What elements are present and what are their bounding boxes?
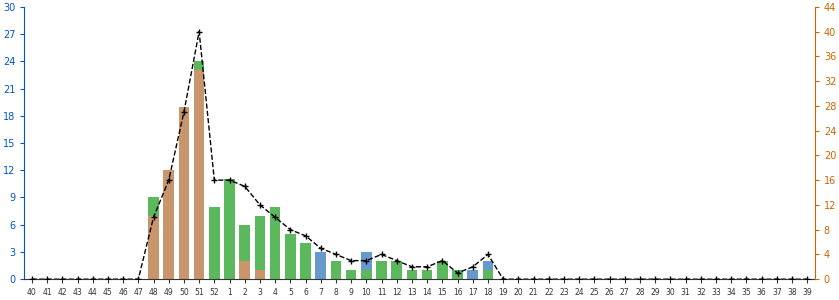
Bar: [361, 270, 372, 279]
Bar: [149, 197, 159, 216]
Bar: [254, 270, 265, 279]
Bar: [224, 179, 235, 279]
Bar: [285, 234, 295, 279]
Bar: [467, 270, 478, 279]
Bar: [194, 61, 205, 70]
Bar: [407, 270, 417, 279]
Bar: [376, 261, 387, 279]
Bar: [254, 216, 265, 270]
Bar: [422, 270, 432, 279]
Bar: [194, 70, 205, 279]
Bar: [482, 261, 493, 270]
Bar: [346, 270, 357, 279]
Bar: [179, 107, 190, 279]
Bar: [149, 216, 159, 279]
Bar: [315, 252, 326, 279]
Bar: [452, 270, 463, 279]
Bar: [239, 261, 250, 279]
Bar: [270, 206, 280, 279]
Bar: [209, 206, 220, 279]
Bar: [437, 261, 448, 279]
Bar: [361, 252, 372, 270]
Bar: [392, 261, 402, 279]
Bar: [300, 243, 311, 279]
Bar: [482, 270, 493, 279]
Bar: [331, 261, 341, 279]
Bar: [239, 225, 250, 261]
Bar: [164, 170, 174, 279]
